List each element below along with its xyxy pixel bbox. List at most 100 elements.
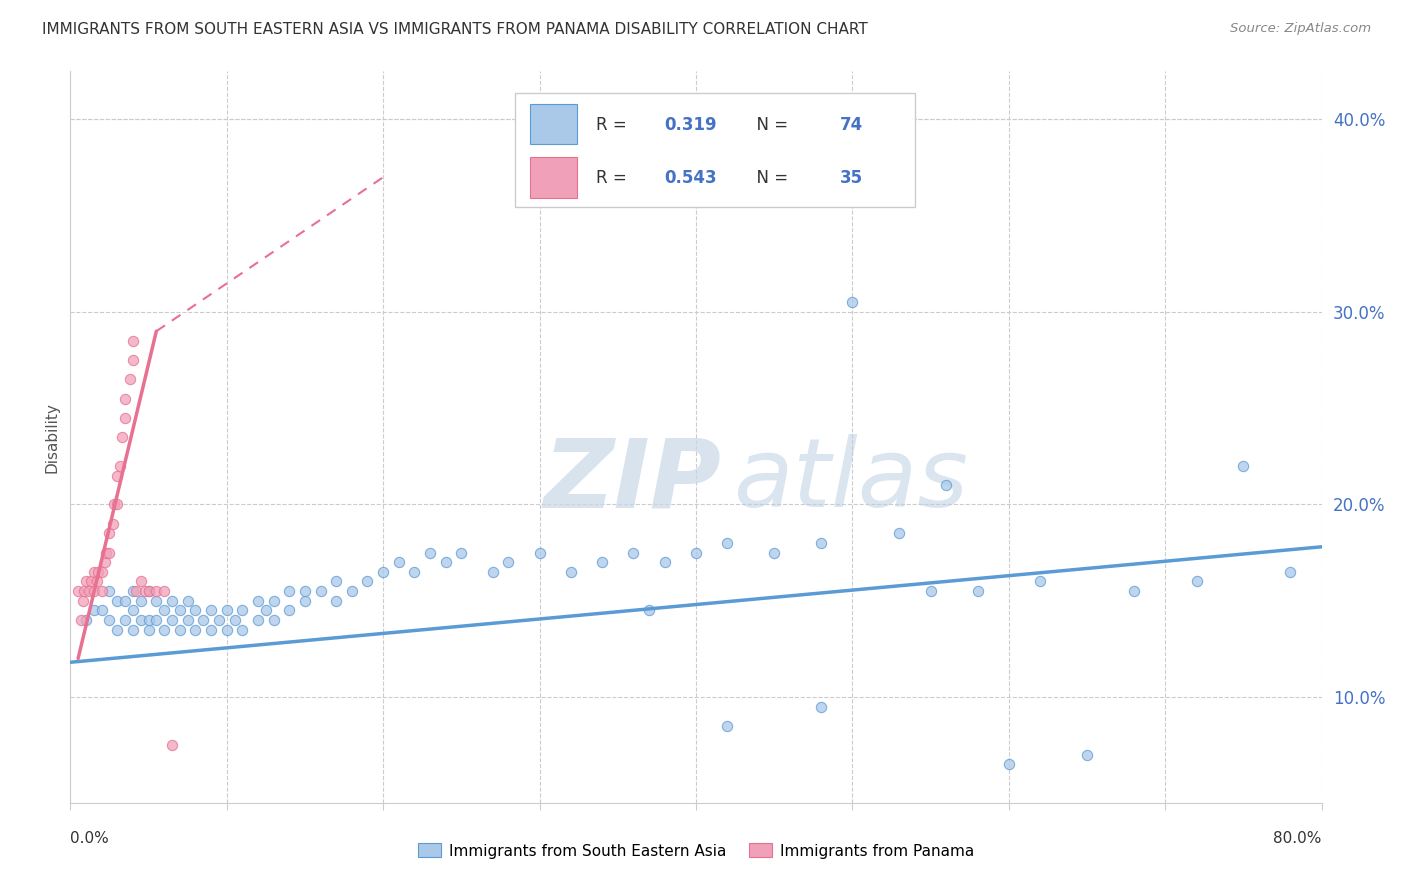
Point bbox=[1123, 584, 1146, 599]
Point bbox=[90, 565, 112, 579]
Point bbox=[1232, 458, 1254, 473]
Text: ZIP: ZIP bbox=[543, 434, 721, 527]
Point bbox=[247, 593, 270, 607]
Point bbox=[129, 574, 152, 589]
Point bbox=[184, 623, 207, 637]
Point bbox=[1279, 565, 1302, 579]
Text: 0.543: 0.543 bbox=[665, 169, 717, 187]
Point bbox=[560, 565, 582, 579]
Point bbox=[716, 536, 738, 550]
Point bbox=[153, 623, 176, 637]
Point bbox=[114, 613, 136, 627]
Point bbox=[591, 555, 613, 569]
Point bbox=[621, 545, 644, 559]
Point bbox=[1029, 574, 1052, 589]
Point bbox=[105, 498, 128, 512]
Point bbox=[98, 584, 121, 599]
Point bbox=[96, 545, 118, 559]
Point bbox=[200, 623, 222, 637]
Text: R =: R = bbox=[596, 169, 631, 187]
Point bbox=[160, 738, 183, 752]
Point bbox=[763, 545, 786, 559]
Point bbox=[103, 498, 125, 512]
Point bbox=[169, 603, 191, 617]
Point bbox=[920, 584, 942, 599]
Point bbox=[138, 584, 160, 599]
Point bbox=[118, 372, 141, 386]
Point bbox=[153, 584, 176, 599]
Point bbox=[498, 555, 520, 569]
Point bbox=[529, 545, 551, 559]
Point bbox=[98, 613, 121, 627]
Point bbox=[83, 584, 105, 599]
Point bbox=[935, 478, 957, 492]
Point bbox=[105, 623, 128, 637]
Text: 80.0%: 80.0% bbox=[1274, 831, 1322, 846]
Point bbox=[419, 545, 441, 559]
Point bbox=[70, 613, 93, 627]
Point bbox=[138, 623, 160, 637]
Point bbox=[231, 623, 253, 637]
Point bbox=[356, 574, 378, 589]
Point bbox=[145, 584, 167, 599]
Point bbox=[134, 584, 156, 599]
Point bbox=[79, 574, 101, 589]
Point bbox=[125, 584, 148, 599]
Point bbox=[889, 526, 911, 541]
Point bbox=[998, 757, 1021, 772]
Text: Source: ZipAtlas.com: Source: ZipAtlas.com bbox=[1230, 22, 1371, 36]
Point bbox=[111, 430, 134, 444]
Point bbox=[160, 593, 183, 607]
Y-axis label: Disability: Disability bbox=[44, 401, 59, 473]
Point bbox=[404, 565, 426, 579]
Point bbox=[129, 593, 152, 607]
Text: N =: N = bbox=[747, 169, 793, 187]
Point bbox=[83, 603, 105, 617]
Point bbox=[145, 593, 167, 607]
Bar bbox=[530, 157, 576, 198]
Point bbox=[153, 603, 176, 617]
Point bbox=[101, 516, 124, 531]
Point bbox=[294, 584, 316, 599]
Point bbox=[105, 593, 128, 607]
Point bbox=[810, 536, 832, 550]
Point bbox=[122, 623, 145, 637]
Point bbox=[75, 613, 97, 627]
Point bbox=[215, 623, 238, 637]
Legend: Immigrants from South Eastern Asia, Immigrants from Panama: Immigrants from South Eastern Asia, Immi… bbox=[412, 838, 980, 864]
Point bbox=[685, 545, 707, 559]
Point bbox=[122, 353, 145, 368]
Point bbox=[105, 468, 128, 483]
Point bbox=[114, 392, 136, 406]
Point bbox=[309, 584, 332, 599]
Point bbox=[138, 584, 160, 599]
Point bbox=[160, 613, 183, 627]
Point bbox=[176, 613, 198, 627]
Text: 0.319: 0.319 bbox=[665, 116, 717, 134]
Point bbox=[129, 613, 152, 627]
Point bbox=[83, 565, 105, 579]
Point bbox=[294, 593, 316, 607]
Text: 0.0%: 0.0% bbox=[70, 831, 110, 846]
Point bbox=[278, 584, 301, 599]
Point bbox=[388, 555, 411, 569]
Point bbox=[77, 584, 100, 599]
Point bbox=[73, 584, 96, 599]
Point bbox=[325, 574, 347, 589]
Point bbox=[247, 613, 270, 627]
Point bbox=[122, 603, 145, 617]
Point bbox=[1076, 747, 1098, 762]
Point bbox=[966, 584, 988, 599]
Point bbox=[114, 593, 136, 607]
Point bbox=[145, 613, 167, 627]
Point bbox=[90, 603, 112, 617]
Bar bbox=[530, 104, 576, 145]
Point bbox=[193, 613, 215, 627]
Point bbox=[716, 719, 738, 733]
Text: 74: 74 bbox=[839, 116, 863, 134]
Point bbox=[263, 613, 285, 627]
Text: IMMIGRANTS FROM SOUTH EASTERN ASIA VS IMMIGRANTS FROM PANAMA DISABILITY CORRELAT: IMMIGRANTS FROM SOUTH EASTERN ASIA VS IM… bbox=[42, 22, 868, 37]
Point bbox=[176, 593, 198, 607]
Point bbox=[450, 545, 472, 559]
Point bbox=[87, 565, 110, 579]
